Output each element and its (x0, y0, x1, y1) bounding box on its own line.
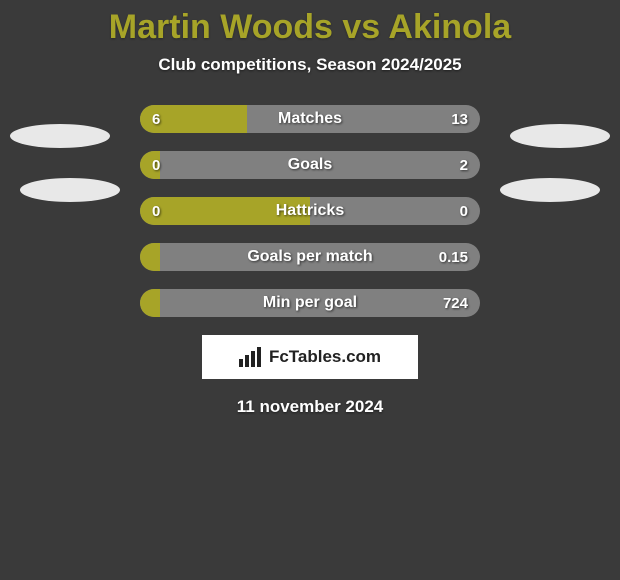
decorative-ellipse (10, 124, 110, 148)
decorative-ellipse (500, 178, 600, 202)
page-title: Martin Woods vs Akinola (0, 0, 620, 47)
stat-label: Hattricks (140, 197, 480, 225)
subtitle: Club competitions, Season 2024/2025 (0, 55, 620, 75)
logo-badge: FcTables.com (202, 335, 418, 379)
stat-label: Matches (140, 105, 480, 133)
decorative-ellipse (20, 178, 120, 202)
comparison-infographic: Martin Woods vs Akinola Club competition… (0, 0, 620, 580)
stat-row: Goals per match0.15 (140, 243, 480, 271)
stat-row: 6Matches13 (140, 105, 480, 133)
stat-row: Min per goal724 (140, 289, 480, 317)
stat-value-right: 724 (443, 289, 468, 317)
decorative-ellipse (510, 124, 610, 148)
stat-value-right: 2 (460, 151, 468, 179)
logo-text: FcTables.com (269, 347, 381, 367)
stat-label: Goals per match (140, 243, 480, 271)
bar-chart-icon (239, 347, 263, 367)
date-text: 11 november 2024 (0, 397, 620, 417)
stat-value-right: 0.15 (439, 243, 468, 271)
stat-label: Min per goal (140, 289, 480, 317)
stat-value-right: 0 (460, 197, 468, 225)
stat-row: 0Goals2 (140, 151, 480, 179)
stat-label: Goals (140, 151, 480, 179)
stat-value-right: 13 (451, 105, 468, 133)
stat-row: 0Hattricks0 (140, 197, 480, 225)
